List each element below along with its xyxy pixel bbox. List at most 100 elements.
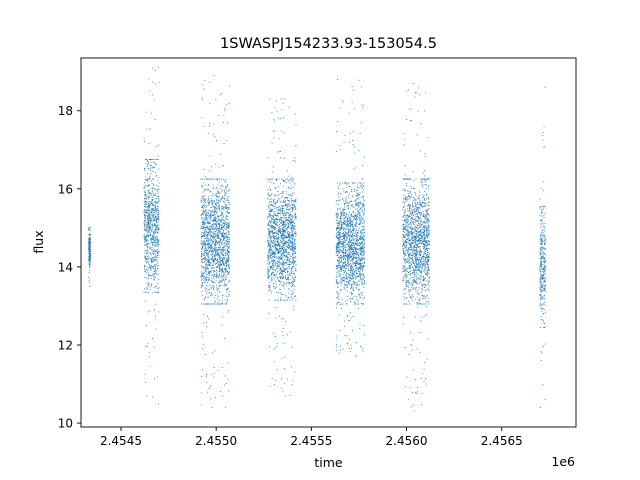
data-point	[208, 189, 209, 191]
data-point	[282, 266, 284, 268]
data-point	[210, 243, 212, 245]
data-point	[277, 201, 278, 203]
data-point	[146, 258, 148, 259]
data-point	[208, 270, 210, 272]
data-point	[290, 223, 292, 224]
data-point	[155, 268, 157, 270]
data-point	[213, 261, 215, 263]
data-point	[150, 218, 151, 220]
data-point	[216, 207, 218, 209]
data-point	[219, 232, 221, 234]
data-point	[202, 210, 204, 212]
data-point	[272, 252, 273, 254]
data-point	[348, 262, 350, 263]
data-point	[144, 167, 146, 169]
data-point	[219, 167, 221, 169]
data-point	[222, 260, 224, 262]
data-point	[348, 256, 349, 258]
data-point	[157, 232, 159, 234]
data-point	[357, 254, 359, 256]
data-point	[294, 238, 296, 240]
data-point	[205, 201, 207, 203]
data-point	[149, 232, 151, 234]
data-point	[279, 229, 281, 231]
data-point	[284, 210, 285, 212]
data-point	[346, 260, 348, 262]
data-point	[357, 288, 359, 290]
data-point	[217, 231, 219, 233]
data-point	[215, 252, 217, 254]
data-point	[294, 238, 296, 240]
data-point	[291, 257, 293, 259]
data-point	[282, 245, 284, 247]
data-point	[276, 224, 278, 226]
data-point	[220, 264, 222, 266]
data-point	[209, 191, 211, 192]
data-point	[152, 178, 154, 180]
data-point	[343, 258, 344, 260]
data-point	[206, 214, 208, 216]
data-point	[144, 252, 146, 254]
data-point	[349, 238, 350, 240]
data-point	[344, 197, 346, 199]
data-point	[218, 268, 220, 270]
data-point	[273, 348, 275, 350]
data-point	[293, 277, 295, 279]
data-point	[270, 272, 272, 274]
data-point	[219, 269, 221, 271]
data-point	[267, 277, 269, 279]
data-point	[153, 256, 155, 258]
data-point	[342, 249, 344, 251]
data-point	[286, 271, 288, 273]
data-point	[227, 237, 229, 239]
data-point	[216, 249, 218, 251]
data-point	[226, 243, 228, 245]
data-point	[279, 228, 281, 230]
data-point	[273, 236, 275, 238]
data-point	[219, 268, 221, 270]
data-point	[221, 208, 223, 210]
data-point	[200, 241, 202, 243]
data-point	[290, 242, 292, 244]
data-point	[204, 214, 206, 216]
data-point	[343, 235, 345, 237]
data-point	[213, 214, 215, 216]
data-point	[206, 217, 208, 219]
data-point	[212, 193, 214, 195]
data-point	[147, 218, 149, 220]
data-point	[211, 220, 213, 222]
data-point	[290, 234, 292, 236]
data-point	[145, 345, 147, 347]
data-point	[267, 256, 269, 258]
data-point	[288, 193, 290, 195]
data-point	[215, 287, 217, 289]
data-point	[89, 250, 91, 252]
data-point	[352, 224, 354, 226]
data-point	[361, 242, 363, 244]
data-point	[218, 258, 220, 260]
data-point	[336, 265, 338, 267]
data-point	[153, 194, 155, 196]
data-point	[280, 267, 282, 269]
data-point	[207, 218, 209, 220]
data-point	[208, 223, 210, 225]
data-point	[287, 196, 289, 198]
data-point	[225, 244, 227, 246]
data-point	[285, 223, 287, 225]
data-point	[267, 246, 269, 247]
data-point	[150, 229, 152, 231]
data-point	[273, 227, 275, 229]
data-point	[224, 375, 226, 377]
data-point	[273, 220, 275, 222]
data-point	[282, 335, 284, 336]
data-point	[208, 204, 210, 206]
data-point	[288, 246, 290, 248]
data-point	[147, 219, 149, 221]
data-point	[215, 217, 217, 219]
data-point	[206, 240, 208, 242]
data-point	[208, 178, 210, 180]
data-point	[292, 259, 294, 261]
data-point	[215, 231, 217, 233]
data-point	[271, 241, 273, 243]
data-point	[282, 252, 284, 253]
